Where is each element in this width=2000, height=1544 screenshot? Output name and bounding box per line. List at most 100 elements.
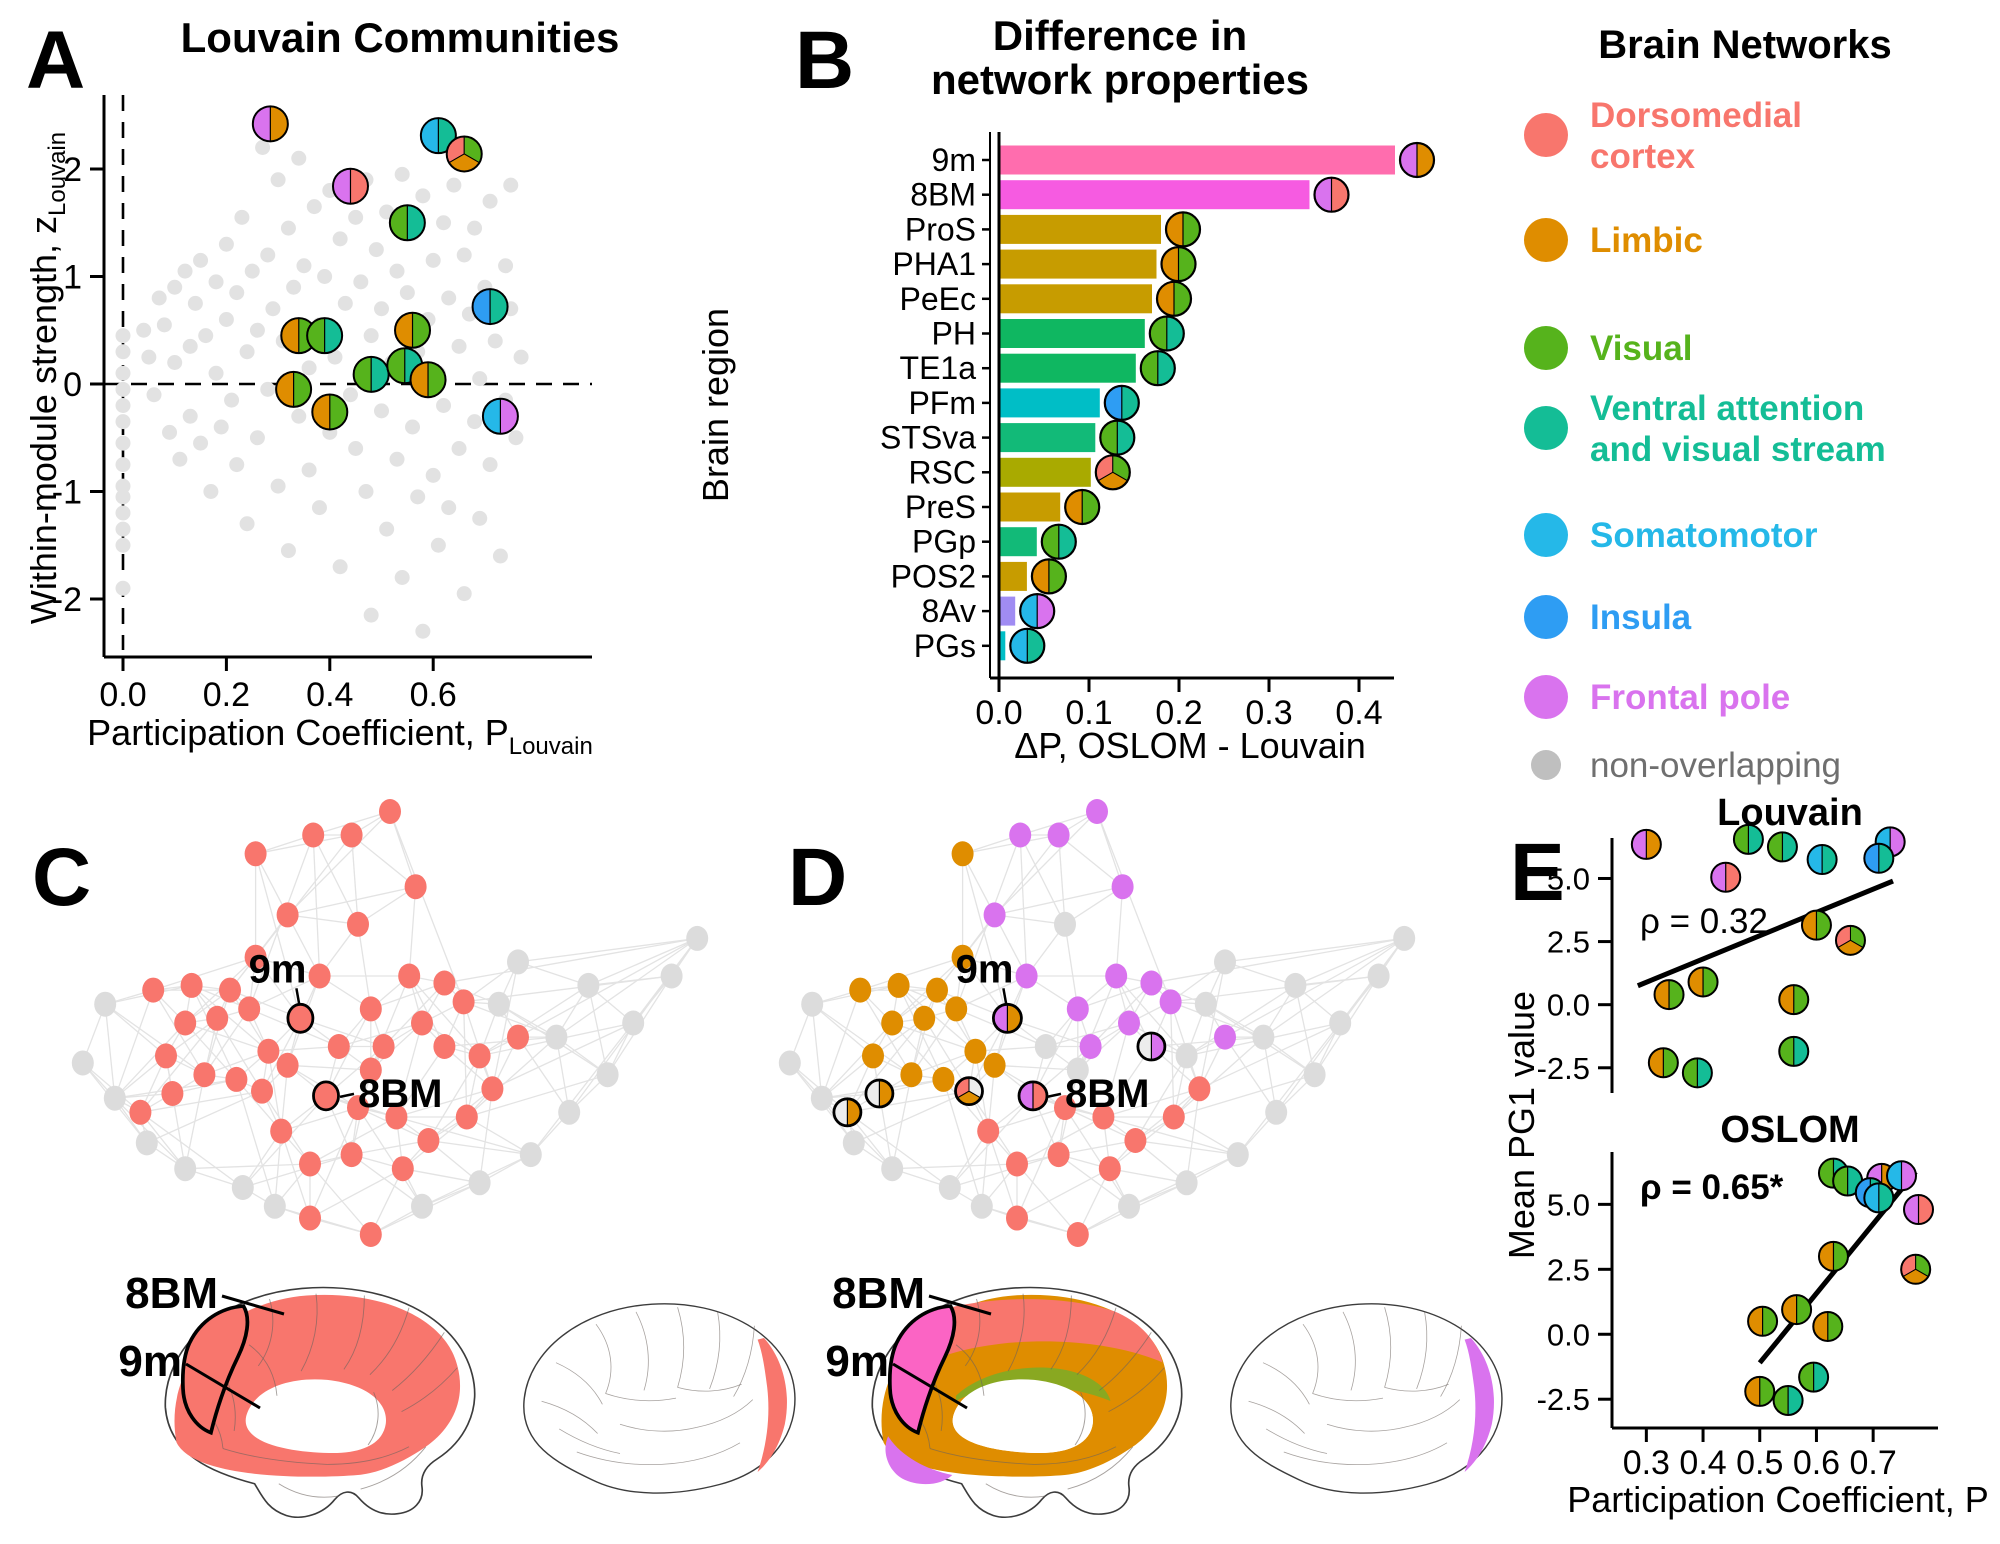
pie-slice: [407, 205, 425, 241]
graph-edge: [811, 1003, 912, 1076]
graph-node: [347, 911, 369, 937]
x-tick-label: 0.2: [203, 676, 250, 714]
gray-point: [374, 403, 389, 419]
graph-edge: [309, 1168, 404, 1219]
bar-pie-PFm: [1103, 384, 1140, 421]
pie-slice: [500, 398, 518, 434]
gray-point: [363, 328, 379, 344]
oslom-point: [1903, 1194, 1935, 1226]
graph-node: [1175, 1043, 1198, 1069]
oslom-point: [1798, 1361, 1830, 1393]
green-dot-icon: [1524, 326, 1568, 370]
legend-item-visual: Visual: [1524, 326, 1692, 370]
y-tick-label: 1: [63, 259, 82, 297]
region-label: 8Av: [921, 593, 976, 629]
graph-node: [299, 1151, 321, 1177]
graph-node: [404, 874, 427, 900]
brain-medial: [871, 1286, 1183, 1518]
gray-point: [182, 408, 198, 424]
gray-point: [467, 220, 483, 236]
graph-node: [225, 1066, 248, 1092]
gray-point: [379, 521, 395, 537]
graph-node: [842, 1130, 865, 1156]
graph-edge: [860, 956, 963, 991]
region-dorsomedial: [757, 1338, 787, 1473]
gray-point: [410, 489, 426, 505]
brain-label-8bm: 8BM: [125, 1269, 218, 1318]
panel-e-plots: 5.0 2.5 0.0 -2.5 5.0 2.5 0.0 -2.5 0.3 0.4 0.5 0.6 0.…: [1537, 823, 1938, 1482]
callout-line: [1002, 988, 1008, 1006]
oslom-point: [1863, 1182, 1895, 1214]
gray-point: [472, 510, 488, 526]
pie-slice: [1779, 985, 1794, 1015]
x-tick-label: 0.4: [1335, 694, 1382, 732]
graph-edge: [1103, 1088, 1200, 1118]
graph-node: [1105, 963, 1128, 989]
legend-label: Frontal pole: [1590, 678, 1790, 717]
graph-edge: [1019, 834, 1028, 977]
gray-point: [394, 166, 410, 182]
graph-edge: [981, 1205, 1078, 1236]
pie-slice: [332, 168, 351, 204]
pie-slice: [1816, 910, 1831, 940]
gray-point: [151, 290, 167, 306]
pie-outline: [471, 288, 509, 326]
orange-dot-icon: [1524, 218, 1568, 262]
pie-outline: [275, 370, 313, 408]
gray-point: [167, 355, 183, 370]
legend-label: Visual: [1590, 329, 1692, 368]
graph-edge: [981, 1131, 989, 1207]
parcel-8bm-9m: [180, 1304, 250, 1436]
pie-slice: [1799, 1362, 1814, 1392]
gray-point: [291, 408, 307, 424]
panel-b-ylabel: Brain region: [695, 308, 736, 502]
region-label: PGp: [912, 524, 976, 560]
pie-outline: [1903, 1194, 1935, 1226]
graph-edge: [821, 1022, 893, 1099]
graph-node: [801, 991, 824, 1017]
parcel-line: [733, 1325, 755, 1397]
graph-node: [1124, 1128, 1147, 1153]
gray-point: [301, 360, 317, 376]
pie-slice: [1878, 1183, 1894, 1213]
graph-node: [433, 1034, 456, 1059]
panel-a-plot: 0.0 0.2 0.4 0.6 2 1 0 -1 -2: [52, 95, 592, 714]
parcel-line: [1342, 1311, 1356, 1391]
graph-edge: [517, 961, 589, 987]
graph-edge: [1115, 886, 1124, 977]
bar-pie-PreS: [1064, 488, 1101, 526]
graph-edge: [847, 1111, 951, 1189]
graph-edge: [104, 1003, 205, 1076]
bar-pie-TE1a: [1139, 350, 1176, 387]
graph-node: [881, 1010, 904, 1036]
region-label: ProS: [905, 211, 976, 247]
graph-edge: [203, 989, 231, 1075]
pie-outline: [1155, 280, 1193, 317]
graph-edge: [408, 975, 481, 1057]
graph-edge: [395, 1022, 423, 1118]
pie-slice: [1654, 980, 1670, 1010]
brain-label-9m: 9m: [825, 1337, 889, 1386]
parcel-line: [541, 1400, 598, 1434]
bar-pie-PeEc: [1155, 280, 1193, 317]
pie-slice: [1157, 281, 1174, 316]
panel-c-letter: C: [32, 832, 91, 923]
pie-slice: [412, 312, 431, 348]
graph-node: [135, 1130, 158, 1156]
pie-slice: [420, 118, 439, 154]
graph-node: [951, 944, 974, 970]
graph-edge: [281, 1106, 359, 1132]
graph-edge: [1016, 1168, 1111, 1219]
graph-edge: [811, 1003, 874, 1057]
pie-slice: [1157, 351, 1175, 386]
bar-PHA1: [999, 249, 1157, 279]
panel-e-ylabel: Mean PG1 value: [1501, 991, 1542, 1259]
graph-node: [193, 1062, 216, 1088]
node-pie: [832, 1097, 863, 1128]
brain-lateral: [523, 1303, 796, 1494]
pie-outline: [1064, 488, 1101, 526]
parcel-line: [576, 1451, 662, 1466]
pie-outline: [1040, 523, 1077, 560]
legend-label: Somatomotor: [1590, 516, 1818, 555]
pie-outline: [1103, 384, 1140, 421]
